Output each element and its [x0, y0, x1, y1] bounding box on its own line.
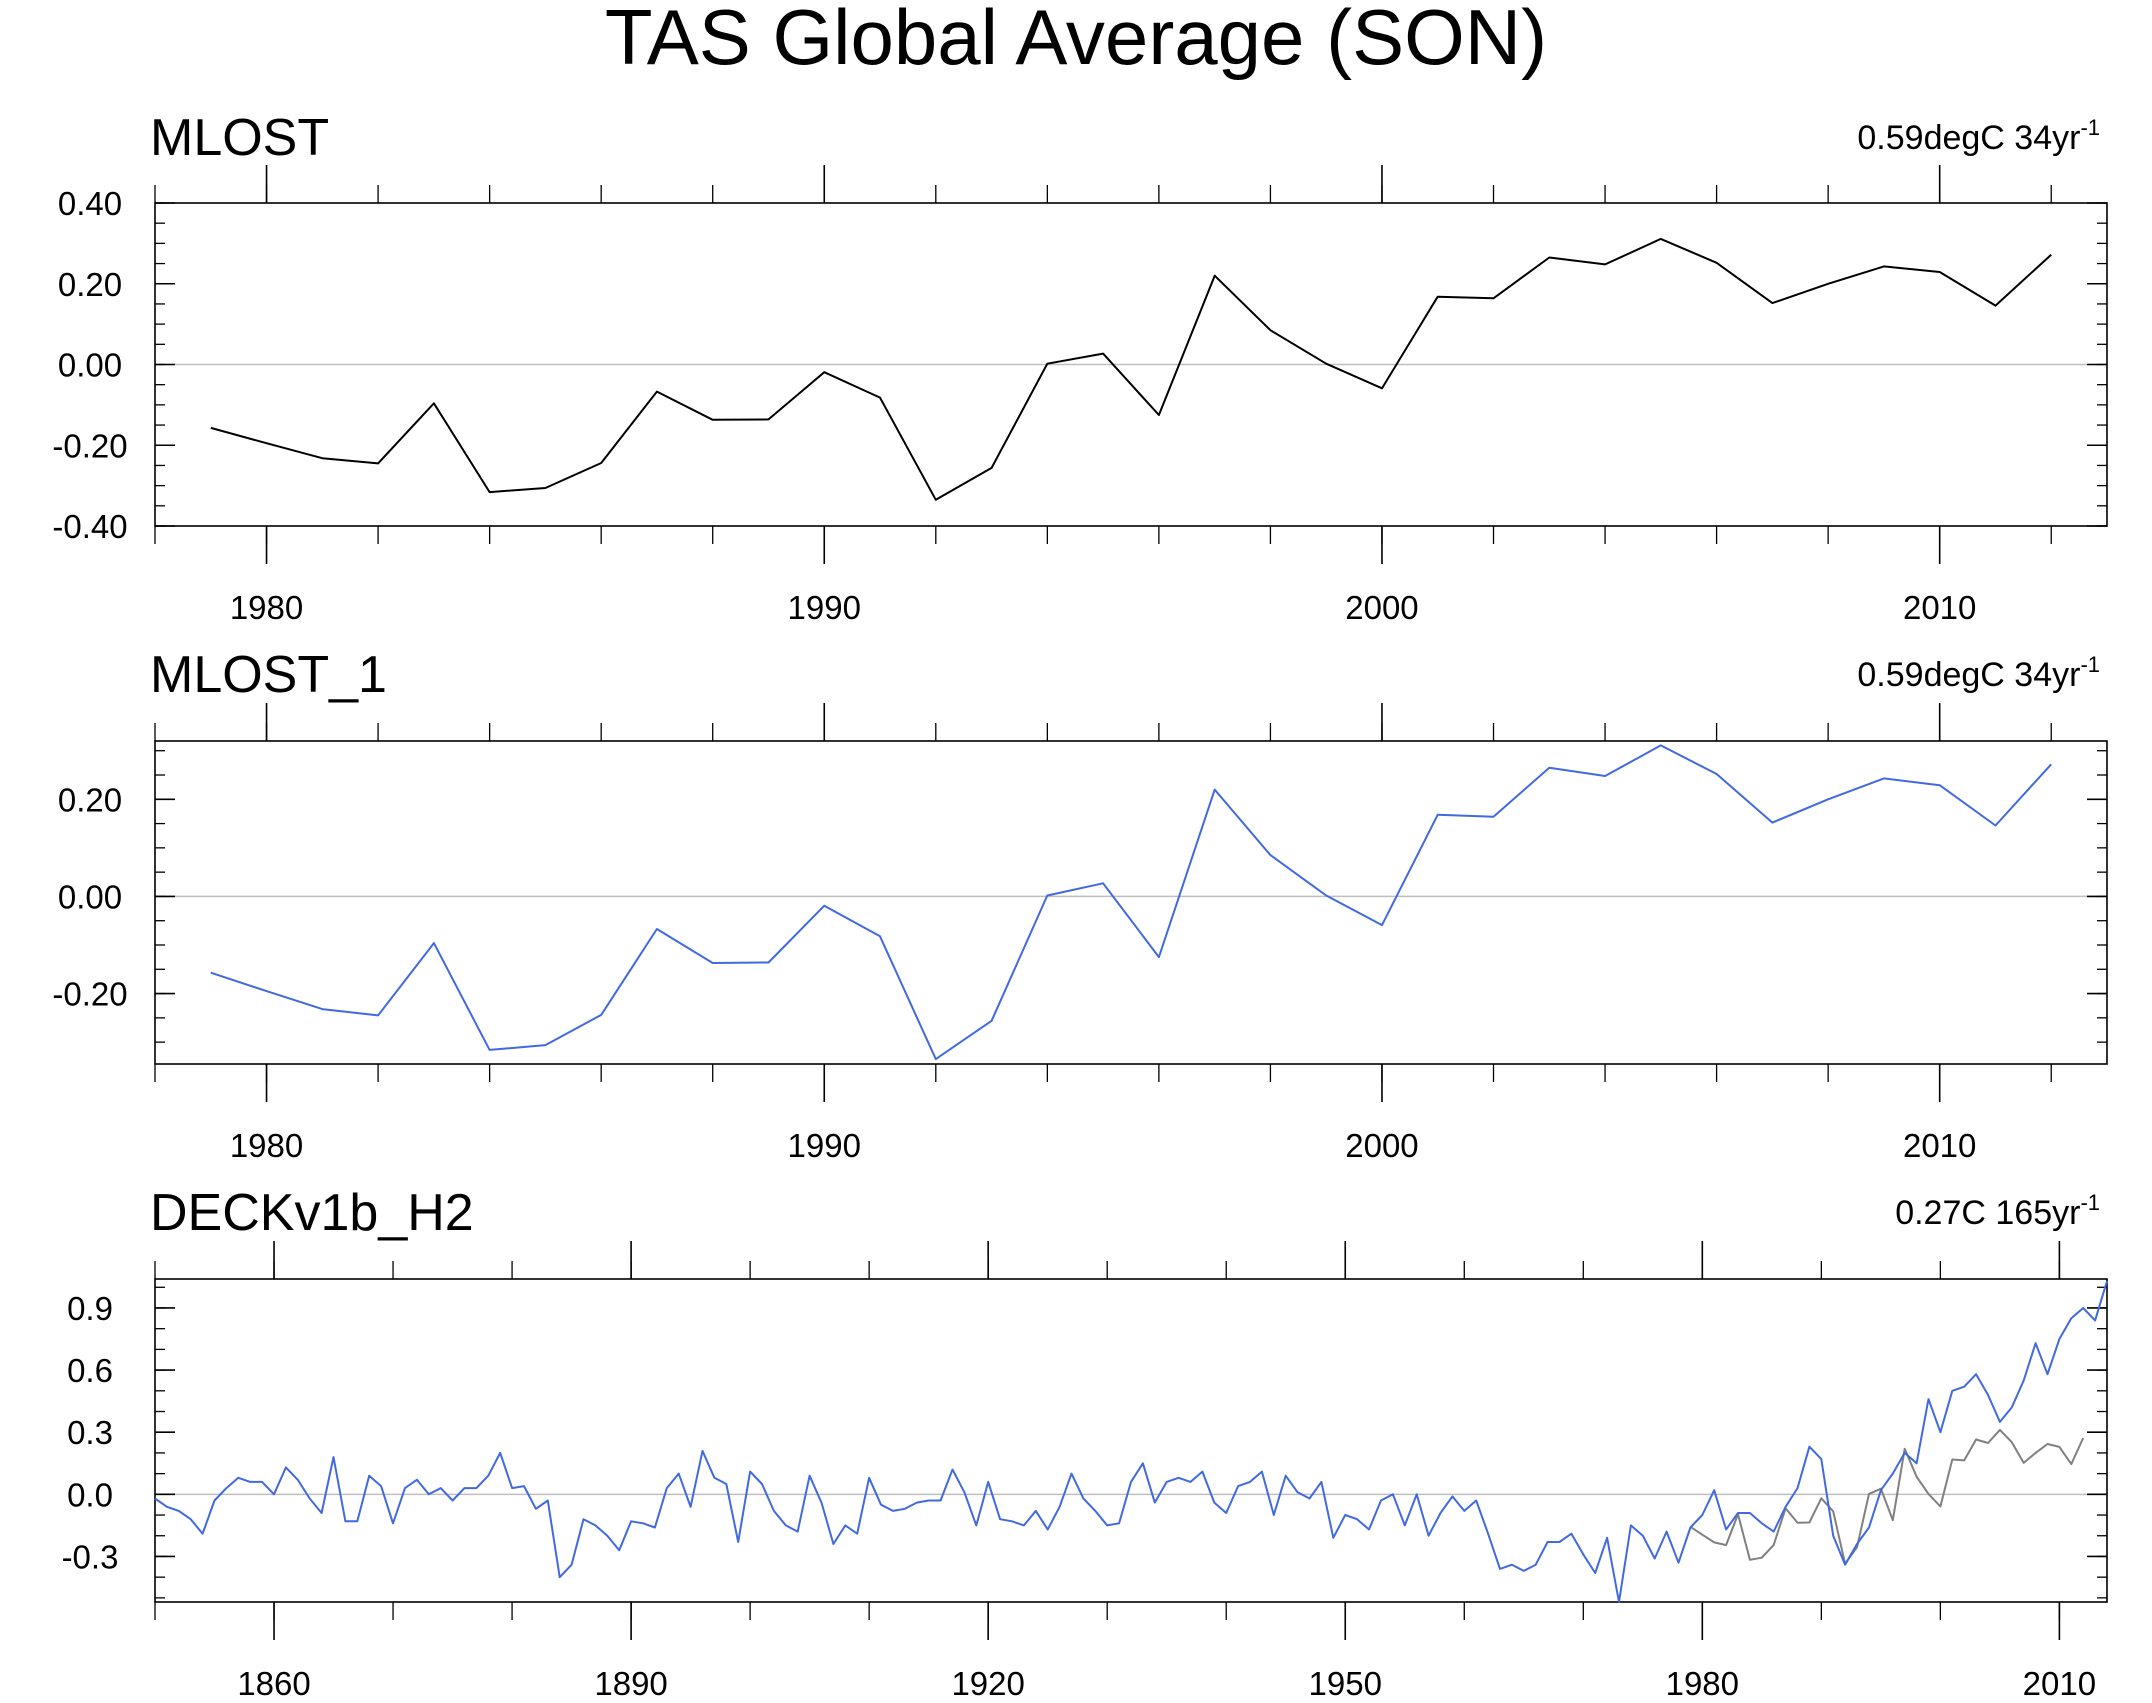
x-tick-label: 1890 — [594, 1665, 667, 1702]
y-tick-label: 0.20 — [58, 266, 122, 303]
y-tick-label: -0.3 — [62, 1538, 119, 1575]
series-line-mlost — [1689, 1428, 2085, 1565]
series-line-mlost-1 — [210, 744, 2052, 1061]
trend-text: 0.59degC 34yr — [1857, 656, 2080, 694]
x-tick-label: 1990 — [788, 589, 861, 626]
x-tick-label: 1860 — [237, 1665, 310, 1702]
x-tick-label: 2010 — [1903, 589, 1976, 626]
panel-deck: DECKv1b_H2 0.27C 165yr-1 -0.3 0.0 0.3 0.6 0.… — [62, 1184, 2108, 1702]
plot-area: -0.40 -0.20 0.00 0.20 0.40 1980 1990 2000 2010 — [52, 165, 2108, 626]
panel-title: DECKv1b_H2 — [150, 1184, 474, 1242]
y-tick-label: -0.40 — [52, 508, 127, 545]
y-tick-label: 0.0 — [67, 1476, 113, 1513]
panel-title: MLOST_1 — [150, 646, 387, 704]
figure-title: TAS Global Average (SON) — [605, 0, 1547, 81]
x-tick-label: 1980 — [230, 1127, 303, 1164]
x-tick-label: 1980 — [1666, 1665, 1739, 1702]
trend-text: 0.59degC 34yr — [1857, 119, 2080, 157]
y-tick-label: 0.9 — [67, 1290, 113, 1327]
x-tick-label: 2010 — [1903, 1127, 1976, 1164]
series-line-deckv1b-h2 — [154, 1280, 2108, 1603]
plot-frame — [154, 1278, 2108, 1603]
plot-frame — [154, 740, 2108, 1065]
trend-label: 0.27C 165yr-1 — [1895, 1190, 2100, 1232]
y-tick-label: 0.20 — [58, 781, 122, 818]
y-tick-label: 0.00 — [58, 878, 122, 915]
y-tick-label: -0.20 — [52, 427, 127, 464]
trend-label: 0.59degC 34yr-1 — [1857, 115, 2100, 157]
panel-mlost-1: MLOST_1 0.59degC 34yr-1 -0.20 0.00 0.20 198… — [52, 646, 2108, 1164]
x-tick-label: 2000 — [1345, 589, 1418, 626]
y-tick-label: -0.20 — [52, 976, 127, 1013]
trend-label: 0.59degC 34yr-1 — [1857, 652, 2100, 694]
plot-area: -0.3 0.0 0.3 0.6 0.9 1860 1890 1920 1950 1980 2010 — [62, 1241, 2108, 1702]
y-tick-label: 0.6 — [67, 1352, 113, 1389]
trend-exponent: -1 — [2080, 1190, 2100, 1215]
panel-mlost: MLOST 0.59degC 34yr-1 -0.40 -0.20 0.00 0.20… — [52, 109, 2108, 626]
x-tick-label: 1920 — [951, 1665, 1024, 1702]
panel-title: MLOST — [150, 109, 329, 167]
y-tick-label: 0.40 — [58, 185, 122, 222]
trend-text: 0.27C 165yr — [1895, 1194, 2080, 1232]
trend-exponent: -1 — [2080, 652, 2100, 677]
plot-area: -0.20 0.00 0.20 1980 1990 2000 2010 — [52, 703, 2108, 1164]
x-tick-label: 1950 — [1309, 1665, 1382, 1702]
y-tick-label: 0.3 — [67, 1414, 113, 1451]
x-tick-label: 1990 — [788, 1127, 861, 1164]
y-tick-label: 0.00 — [58, 347, 122, 384]
trend-exponent: -1 — [2080, 115, 2100, 140]
x-tick-label: 2010 — [2023, 1665, 2096, 1702]
x-tick-label: 1980 — [230, 589, 303, 626]
x-tick-label: 2000 — [1345, 1127, 1418, 1164]
series-line-mlost — [210, 237, 2052, 501]
